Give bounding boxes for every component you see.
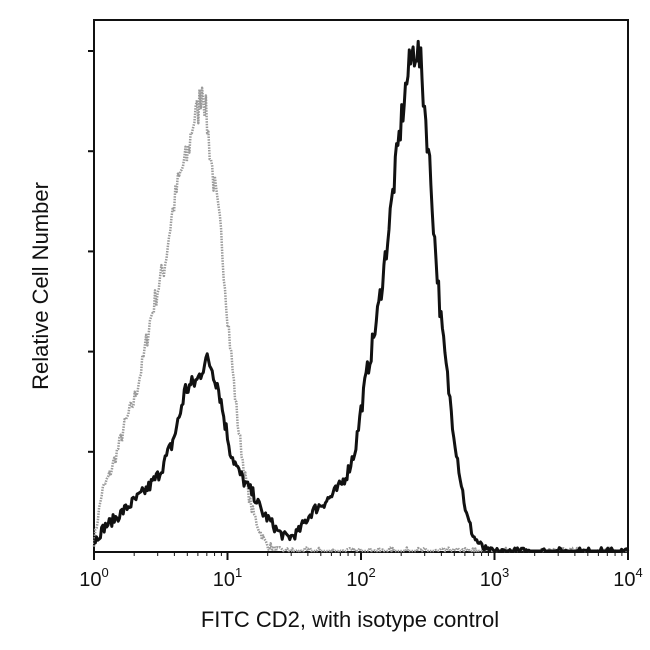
cd2-series-line xyxy=(93,39,630,553)
x-tick-label: 101 xyxy=(213,565,242,591)
y-axis-ticks xyxy=(88,50,94,453)
y-axis-title: Relative Cell Number xyxy=(28,182,53,390)
x-tick-label: 103 xyxy=(480,565,509,591)
x-tick-label: 100 xyxy=(79,565,108,591)
series-layer xyxy=(92,39,630,553)
isotype-control-series-line xyxy=(92,86,628,553)
x-axis-ticks: 100 101 102 103 104 xyxy=(79,552,643,591)
plot-frame xyxy=(93,19,629,553)
x-axis-title: FITC CD2, with isotype control xyxy=(201,607,499,632)
x-tick-label: 102 xyxy=(346,565,375,591)
x-tick-label: 104 xyxy=(613,565,642,591)
